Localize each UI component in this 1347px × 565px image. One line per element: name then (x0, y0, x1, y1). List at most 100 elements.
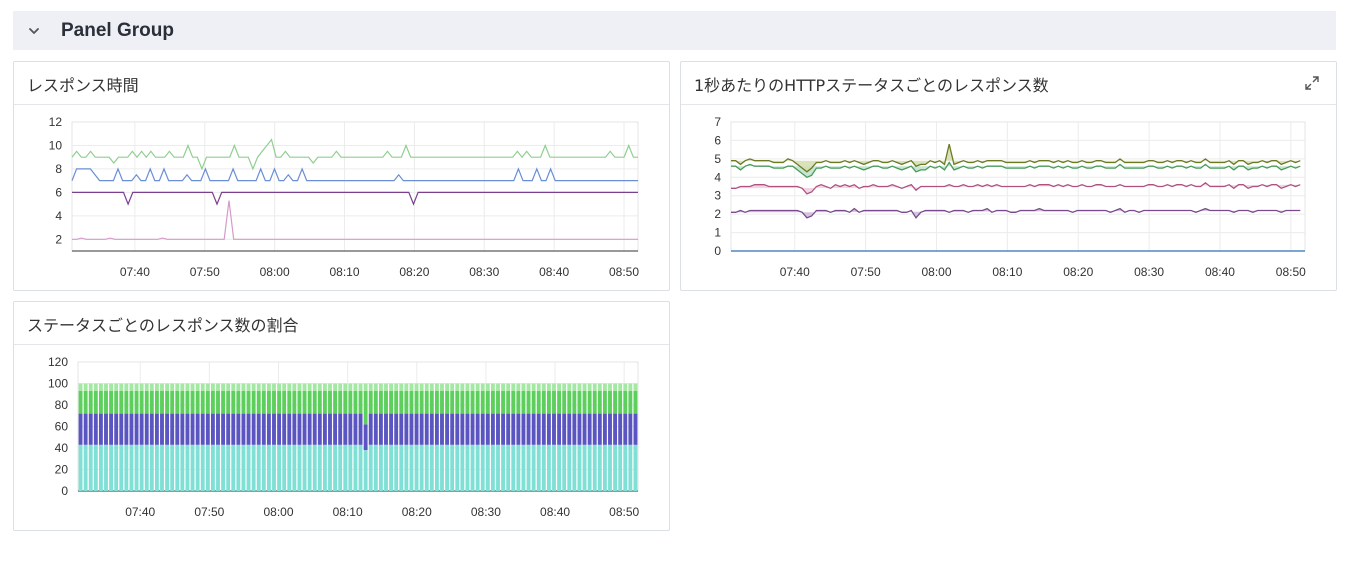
chart-status-ratio: 0 20 40 60 80 100 120 07:40 07:50 08:00 08:10 08:20… (48, 355, 640, 519)
bar-segment (516, 444, 521, 491)
bar-segment (93, 383, 98, 391)
bar-segment (338, 444, 343, 491)
x-tick-label: 07:40 (780, 265, 810, 279)
bar-segment (277, 383, 282, 391)
bar-segment (613, 444, 618, 491)
x-tick-label: 08:10 (992, 265, 1022, 279)
bar-segment (582, 391, 587, 414)
bar-segment (541, 413, 546, 445)
bar-segment (205, 413, 210, 445)
bar-segment (434, 413, 439, 445)
bar-segment (251, 383, 256, 391)
bar-segment (297, 383, 302, 391)
bar-segment (592, 413, 597, 445)
bar-segment (368, 413, 373, 445)
bar-segment (160, 391, 164, 414)
bar-segment (338, 413, 343, 445)
bar-segment (501, 444, 506, 491)
bar-segment (190, 444, 195, 491)
bar-segment (516, 383, 521, 391)
bar-segment (465, 383, 470, 391)
bar-segment (129, 391, 134, 414)
x-tick-label: 08:10 (330, 265, 360, 279)
bar-segment (236, 391, 241, 414)
bar-segment (490, 413, 495, 445)
panel-group-title: Panel Group (61, 20, 174, 41)
bar-segment (582, 444, 587, 491)
bar-segment (272, 413, 276, 445)
y-tick-label: 4 (55, 209, 62, 223)
bar-segment (485, 391, 490, 414)
x-tick-label: 08:20 (1063, 265, 1093, 279)
bar-segment (109, 413, 114, 445)
bar-segment (261, 444, 266, 491)
bar-segment (139, 383, 144, 391)
bar-segment (292, 444, 297, 491)
bar-segment (587, 383, 592, 391)
bar-segment (541, 383, 546, 391)
bar-segment (353, 444, 358, 491)
bar-segment (190, 391, 195, 414)
y-tick-label: 40 (55, 441, 69, 455)
bar-segment (109, 444, 114, 491)
expand-icon[interactable] (1304, 75, 1320, 91)
bar-segment (170, 383, 175, 391)
bar-segment (633, 383, 638, 391)
series-line (731, 143, 1301, 173)
bar-segment (83, 413, 88, 445)
bar-segment (628, 383, 633, 391)
bar-segment (170, 444, 175, 491)
bar-segment (429, 391, 434, 414)
bar-segment (307, 413, 312, 445)
bar-segment (83, 391, 88, 414)
bar-segment (134, 391, 139, 414)
bar-segment (343, 413, 348, 445)
panel-group-header[interactable]: Panel Group (13, 11, 1336, 50)
bar-segment (302, 413, 307, 445)
bar-segment (129, 413, 134, 445)
bar-segment (98, 413, 103, 445)
bar-segment (348, 391, 353, 414)
bar-segment (302, 383, 307, 391)
bar-segment (98, 444, 103, 491)
bar-segment (562, 444, 567, 491)
bar-segment (307, 444, 312, 491)
bar-segment (149, 444, 154, 491)
bar-segment (312, 444, 317, 491)
bar-segment (236, 383, 241, 391)
bar-segment (78, 391, 83, 414)
chevron-down-icon[interactable] (27, 24, 41, 38)
bar-segment (83, 444, 88, 491)
x-tick-label: 07:40 (120, 265, 150, 279)
bar-segment (572, 413, 577, 445)
bar-segment (200, 391, 205, 414)
bar-segment (317, 413, 322, 445)
bar-segment (414, 383, 419, 391)
bar-segment (602, 413, 607, 445)
bar-segment (404, 391, 409, 414)
x-tick-label: 08:40 (540, 505, 570, 519)
bar-segment (567, 391, 572, 414)
bar-segment (592, 391, 597, 414)
bar-segment (526, 413, 531, 445)
bar-segment (144, 444, 149, 491)
bar-segment (175, 413, 180, 445)
bar-segment (124, 391, 129, 414)
bar-segment (633, 413, 638, 445)
bar-segment (139, 391, 144, 414)
bar-segment (292, 413, 297, 445)
bar-segment (226, 413, 231, 445)
bar-segment (246, 413, 251, 445)
bar-segment (445, 391, 450, 414)
bar-segment (246, 383, 251, 391)
bar-segment (434, 383, 439, 391)
bar-segment (134, 383, 139, 391)
bar-segment (409, 391, 414, 414)
bar-segment (297, 444, 302, 491)
bar-segment (124, 383, 129, 391)
bar-segment (328, 444, 332, 491)
bar-segment (399, 444, 404, 491)
bar-segment (470, 383, 475, 391)
bar-segment (582, 413, 587, 445)
bar-segment (506, 391, 511, 414)
